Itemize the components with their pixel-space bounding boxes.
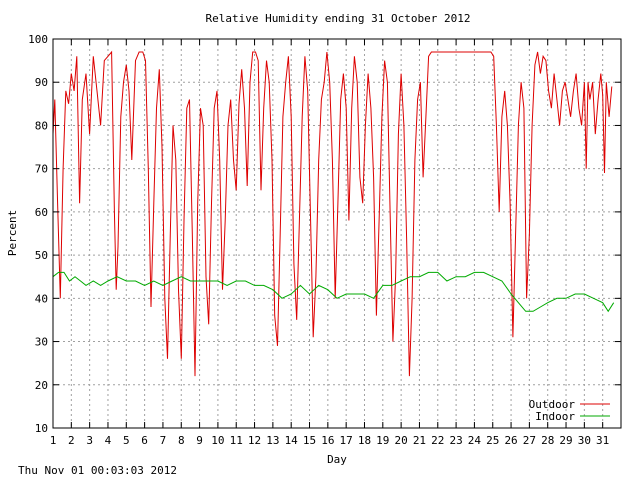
x-tick-label: 25 bbox=[486, 434, 499, 447]
x-tick-label: 23 bbox=[449, 434, 462, 447]
y-tick-label: 70 bbox=[35, 163, 48, 176]
series-line-indoor bbox=[52, 271, 615, 313]
x-tick-label: 8 bbox=[178, 434, 185, 447]
x-tick-label: 7 bbox=[160, 434, 167, 447]
x-tick-label: 20 bbox=[395, 434, 408, 447]
x-tick-label: 3 bbox=[86, 434, 93, 447]
plot-frame bbox=[52, 38, 622, 429]
x-tick-label: 17 bbox=[340, 434, 353, 447]
x-tick-label: 5 bbox=[123, 434, 130, 447]
series-line-outdoor bbox=[52, 50, 613, 377]
x-tick-label: 21 bbox=[413, 434, 426, 447]
x-tick-label: 26 bbox=[504, 434, 517, 447]
x-tick-label: 13 bbox=[266, 434, 279, 447]
x-tick-label: 15 bbox=[303, 434, 316, 447]
x-tick-label: 31 bbox=[596, 434, 609, 447]
y-tick-label: 100 bbox=[28, 33, 48, 46]
legend-label: Indoor bbox=[535, 410, 575, 423]
x-tick-label: 22 bbox=[431, 434, 444, 447]
x-tick-label: 12 bbox=[248, 434, 261, 447]
y-tick-label: 80 bbox=[35, 119, 48, 132]
x-tick-label: 18 bbox=[358, 434, 371, 447]
timestamp: Thu Nov 01 00:03:03 2012 bbox=[18, 464, 177, 477]
x-tick-label: 14 bbox=[285, 434, 299, 447]
y-tick-label: 20 bbox=[35, 379, 48, 392]
x-tick-label: 16 bbox=[321, 434, 334, 447]
y-tick-label: 60 bbox=[35, 206, 48, 219]
y-tick-label: 30 bbox=[35, 336, 48, 349]
chart-title: Relative Humidity ending 31 October 2012 bbox=[206, 12, 471, 25]
x-tick-label: 2 bbox=[68, 434, 75, 447]
x-tick-label: 6 bbox=[141, 434, 148, 447]
x-tick-label: 27 bbox=[523, 434, 536, 447]
x-tick-label: 9 bbox=[196, 434, 203, 447]
x-tick-label: 19 bbox=[376, 434, 389, 447]
x-tick-label: 11 bbox=[230, 434, 243, 447]
x-tick-label: 4 bbox=[105, 434, 112, 447]
y-tick-label: 40 bbox=[35, 292, 48, 305]
x-tick-label: 24 bbox=[468, 434, 482, 447]
x-axis-label: Day bbox=[327, 453, 347, 466]
x-tick-label: 30 bbox=[578, 434, 591, 447]
x-tick-label: 1 bbox=[50, 434, 57, 447]
x-tick-label: 28 bbox=[541, 434, 554, 447]
chart-series bbox=[52, 50, 615, 377]
x-tick-label: 10 bbox=[211, 434, 224, 447]
legend-label: Outdoor bbox=[529, 398, 576, 411]
x-tick-label: 29 bbox=[559, 434, 572, 447]
y-axis-ticks: 10 20 30 40 50 60 70 80 90 100 bbox=[28, 33, 621, 435]
y-axis-label: Percent bbox=[6, 210, 19, 256]
y-tick-label: 90 bbox=[35, 76, 48, 89]
x-axis-ticks: 1 2 3 4 5 6 7 8 9 10 11 12 13 14 15 16 17 18 19 20 21 22 23 24 2… bbox=[50, 39, 609, 447]
y-tick-label: 50 bbox=[35, 249, 48, 262]
y-tick-label: 10 bbox=[35, 422, 48, 435]
